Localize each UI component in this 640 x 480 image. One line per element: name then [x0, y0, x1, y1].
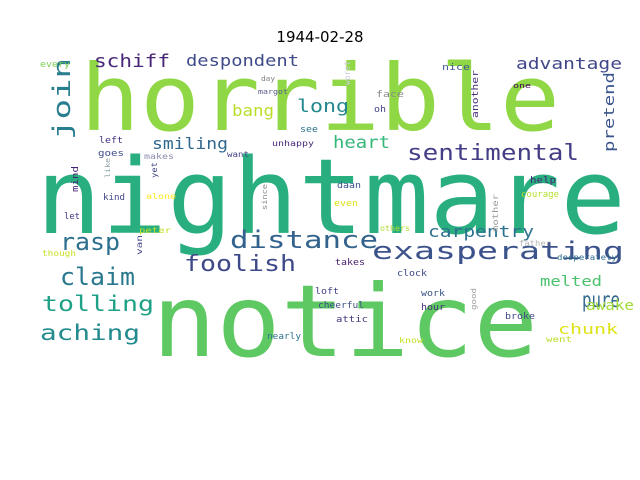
- cloud-word-yet: yet: [150, 162, 159, 178]
- cloud-word-pure: pure: [582, 288, 620, 312]
- cloud-word-awake: awake: [586, 298, 634, 314]
- cloud-word-margot: margot: [258, 88, 288, 96]
- cloud-word-good: good: [470, 288, 478, 310]
- cloud-word-others: others: [380, 224, 410, 233]
- cloud-word-day: day: [261, 75, 275, 83]
- cloud-word-foolish: foolish: [184, 252, 296, 277]
- cloud-word-desperately: desperately: [557, 253, 617, 262]
- cloud-word-work: work: [421, 289, 446, 299]
- cloud-word-cheerful: cheerful: [318, 301, 364, 311]
- cloud-word-even: even: [334, 199, 358, 209]
- cloud-word-broke: broke: [505, 312, 535, 322]
- cloud-word-one: one: [513, 82, 531, 90]
- cloud-word-know: know: [399, 336, 423, 345]
- cloud-word-schiff: schiff: [94, 51, 170, 72]
- cloud-word-aching: aching: [40, 321, 140, 345]
- cloud-word-alone: alone: [146, 192, 176, 201]
- cloud-word-tolling: tolling: [42, 292, 154, 316]
- cloud-word-mother: mother: [491, 194, 500, 232]
- cloud-word-smiling: smiling: [152, 134, 228, 153]
- cloud-word-kind: kind: [103, 193, 125, 203]
- cloud-word-nice: nice: [442, 63, 470, 73]
- cloud-word-despondent: despondent: [186, 51, 299, 70]
- cloud-word-another: another: [471, 69, 481, 118]
- cloud-word-face: face: [376, 90, 404, 100]
- cloud-word-join: join: [48, 58, 76, 140]
- cloud-word-hour: hour: [421, 303, 446, 313]
- cloud-word-nightmare: nightmare: [36, 136, 626, 258]
- cloud-word-courage: courage: [521, 190, 559, 200]
- cloud-word-attic: attic: [336, 315, 368, 325]
- cloud-word-horrible: horrible: [80, 45, 560, 152]
- cloud-word-like: like: [104, 158, 112, 178]
- cloud-word-nearly: nearly: [267, 332, 302, 342]
- cloud-word-father: father: [519, 239, 551, 248]
- cloud-word-let: let: [64, 212, 80, 222]
- cloud-word-distance: distance: [230, 226, 378, 254]
- cloud-word-goes: goes: [98, 149, 124, 159]
- cloud-word-pretend: pretend: [602, 72, 618, 152]
- cloud-word-carpentry: carpentry: [428, 222, 534, 241]
- cloud-word-peter: peter: [139, 226, 171, 235]
- cloud-word-unhappy: unhappy: [272, 139, 314, 148]
- cloud-word-oh: oh: [374, 105, 386, 115]
- cloud-word-mind: mind: [71, 166, 81, 192]
- cloud-word-long: long: [297, 96, 349, 117]
- cloud-word-worst: worst: [343, 61, 352, 85]
- cloud-word-van: van: [135, 235, 144, 255]
- cloud-word-sentimental: sentimental: [407, 141, 579, 166]
- cloud-word-notice: notice: [152, 263, 538, 380]
- cloud-word-claim: claim: [60, 263, 135, 291]
- cloud-word-since: since: [261, 184, 269, 210]
- cloud-word-clock: clock: [397, 269, 428, 279]
- cloud-word-bang: bang: [232, 101, 274, 120]
- cloud-word-loft: loft: [315, 287, 339, 297]
- cloud-word-melted: melted: [540, 274, 602, 290]
- cloud-word-though: though: [42, 249, 76, 258]
- cloud-word-want: want: [227, 150, 249, 159]
- cloud-word-advantage: advantage: [516, 54, 622, 73]
- cloud-word-left: left: [99, 136, 123, 146]
- cloud-word-every: every: [40, 60, 71, 70]
- cloud-word-went: went: [546, 335, 572, 344]
- cloud-word-help: help: [530, 176, 556, 186]
- cloud-word-heart: heart: [333, 133, 390, 153]
- cloud-word-chunk: chunk: [558, 322, 619, 338]
- cloud-word-exasperating: exasperating: [372, 237, 624, 265]
- figure-title: 1944-02-28: [276, 28, 364, 46]
- cloud-word-daan: daan: [337, 181, 361, 191]
- cloud-word-takes: takes: [335, 258, 365, 268]
- cloud-word-makes: makes: [144, 152, 174, 161]
- cloud-word-see: see: [300, 125, 318, 135]
- cloud-word-rasp: rasp: [60, 228, 120, 256]
